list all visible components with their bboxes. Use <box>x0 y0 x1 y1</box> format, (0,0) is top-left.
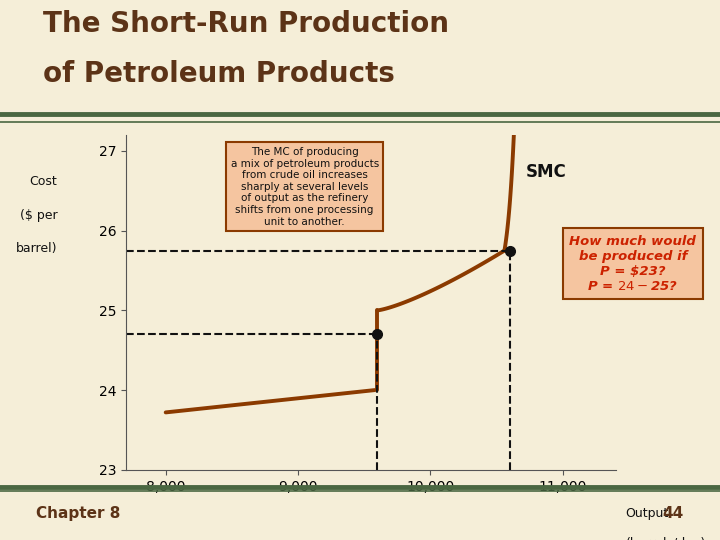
Text: Chapter 8: Chapter 8 <box>36 506 120 521</box>
Text: The Short-Run Production: The Short-Run Production <box>43 10 449 38</box>
Text: Output: Output <box>626 507 669 519</box>
Text: ($ per: ($ per <box>20 208 58 221</box>
Text: Cost: Cost <box>30 175 58 188</box>
Text: The MC of producing
a mix of petroleum products
from crude oil increases
sharply: The MC of producing a mix of petroleum p… <box>230 147 379 227</box>
Text: SMC: SMC <box>526 163 567 181</box>
Text: barrel): barrel) <box>16 242 58 255</box>
Text: How much would
be produced if
P = $23?
P = $24-$25?: How much would be produced if P = $23? P… <box>570 235 696 293</box>
Text: of Petroleum Products: of Petroleum Products <box>43 59 395 87</box>
Text: 44: 44 <box>662 506 684 521</box>
Text: (barrels/day): (barrels/day) <box>626 537 706 540</box>
